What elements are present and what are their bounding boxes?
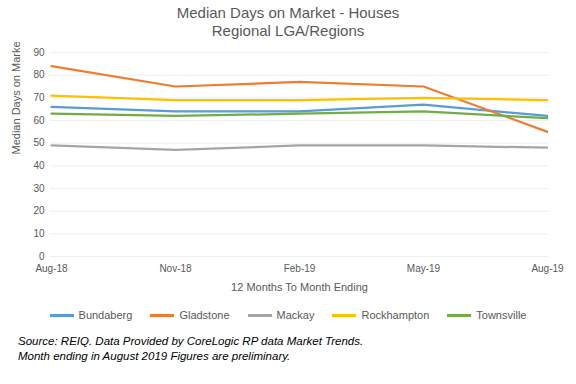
svg-text:Feb-19: Feb-19	[284, 263, 316, 274]
svg-text:12 Months To Month Ending: 12 Months To Month Ending	[231, 281, 368, 293]
svg-text:10: 10	[33, 228, 45, 239]
html-text:Gladstone: Gladstone	[179, 309, 230, 321]
html-text:Month ending in August 2019 Fi: Month ending in August 2019 Figures are …	[18, 350, 291, 362]
html-text:Bundaberg: Bundaberg	[78, 309, 133, 321]
html-text:Median Days on Market - Houses: Median Days on Market - Houses	[176, 4, 400, 21]
svg-text:40: 40	[33, 160, 45, 171]
svg-text:80: 80	[33, 69, 45, 80]
svg-text:0: 0	[39, 251, 45, 262]
html-text:Mackay: Mackay	[276, 309, 315, 321]
svg-text:Aug-19: Aug-19	[531, 263, 564, 274]
svg-text:Median Days on Market: Median Days on Market	[10, 42, 22, 155]
html-text:Rockhampton: Rockhampton	[361, 309, 430, 321]
svg-text:50: 50	[33, 137, 45, 148]
svg-text:Nov-18: Nov-18	[159, 263, 192, 274]
svg-text:60: 60	[33, 115, 45, 126]
svg-text:70: 70	[33, 92, 45, 103]
svg-text:90: 90	[33, 47, 45, 58]
html-text:Townsville: Townsville	[476, 309, 527, 321]
svg-text:May-19: May-19	[407, 263, 441, 274]
svg-text:20: 20	[33, 205, 45, 216]
svg-text:Aug-18: Aug-18	[35, 263, 68, 274]
svg-text:30: 30	[33, 183, 45, 194]
html-text:Source: REIQ. Data Provided by: Source: REIQ. Data Provided by CoreLogic…	[18, 335, 364, 347]
html-text:Regional LGA/Regions: Regional LGA/Regions	[211, 22, 365, 39]
